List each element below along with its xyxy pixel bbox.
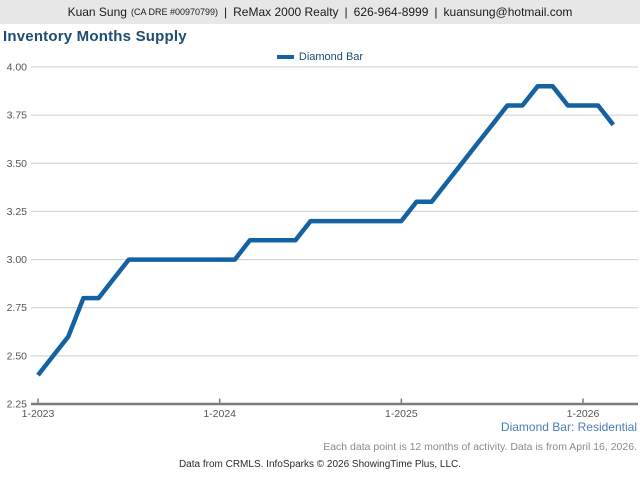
chart-legend[interactable]: Diamond Bar (0, 50, 640, 64)
footer-note: Each data point is 12 months of activity… (323, 441, 637, 453)
x-tick-label: 1-2023 (22, 408, 55, 420)
footer-attribution: Data from CRMLS. InfoSparks © 2026 Showi… (178, 459, 462, 470)
x-tick-label: 1-2024 (203, 408, 236, 420)
agent-email: kuansung@hotmail.com (443, 5, 573, 19)
header-divider: | (344, 5, 348, 19)
brokerage-name: ReMax 2000 Realty (233, 5, 339, 19)
y-tick-label: 3.50 (7, 158, 28, 170)
legend-label: Diamond Bar (298, 51, 364, 63)
y-tick-label: 2.25 (7, 399, 28, 411)
page-title: Inventory Months Supply (3, 28, 187, 45)
x-tick-label: 1-2025 (385, 408, 418, 420)
y-tick-label: 2.50 (7, 350, 28, 362)
y-tick-label: 3.75 (7, 110, 28, 122)
legend-line-swatch-icon (276, 55, 294, 59)
y-tick-label: 3.25 (7, 206, 28, 218)
y-tick-label: 3.00 (7, 254, 28, 266)
header-bar: Kuan Sung (CA DRE #00970799) | ReMax 200… (0, 0, 640, 24)
agent-name: Kuan Sung (67, 5, 127, 19)
footer-region-label: Diamond Bar: Residential (500, 420, 637, 434)
y-tick-label: 2.75 (7, 302, 28, 314)
header-divider: | (224, 5, 228, 19)
x-tick-label: 1-2026 (567, 408, 600, 420)
series-line-diamond-bar[interactable] (36, 84, 616, 377)
agent-phone: 626-964-8999 (353, 5, 429, 19)
header-divider: | (434, 5, 438, 19)
agent-license: (CA DRE #00970799) (130, 7, 219, 17)
y-tick-label: 4.00 (7, 62, 28, 74)
